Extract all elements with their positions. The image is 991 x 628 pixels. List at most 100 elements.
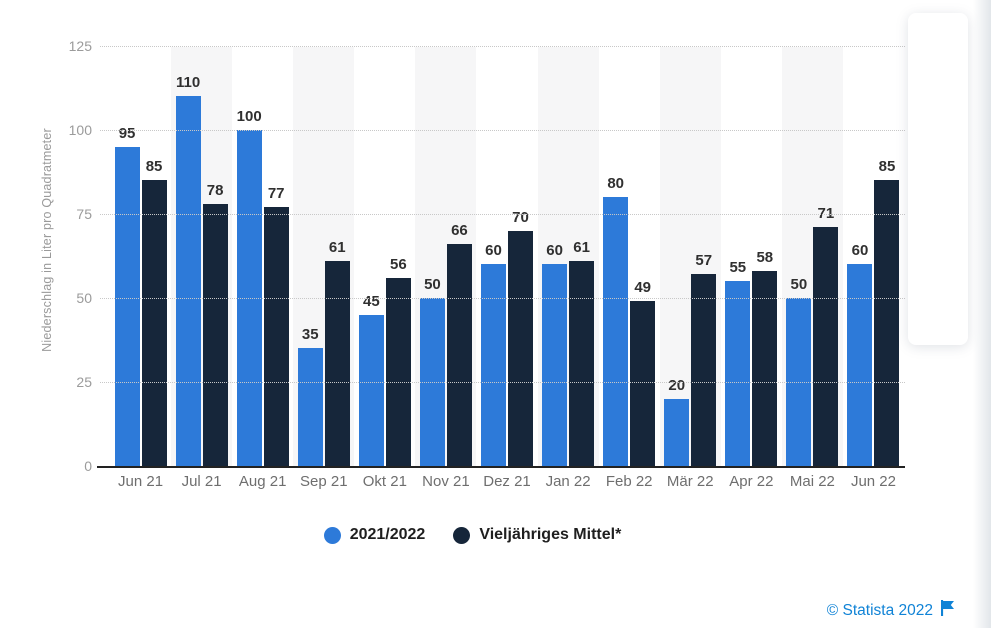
bar-wrap: 66: [446, 222, 472, 466]
bar-value-label: 61: [328, 239, 346, 257]
bar[interactable]: [202, 203, 228, 466]
bar-wrap: 35: [297, 326, 323, 466]
bar-wrap: 45: [358, 292, 384, 466]
bar[interactable]: [508, 230, 533, 466]
category-cell: 50 66: [415, 47, 477, 466]
bar-wrap: 85: [874, 158, 900, 466]
bar-wrap: 70: [508, 209, 533, 466]
category-cell: 100 77: [232, 47, 293, 466]
bar[interactable]: [358, 314, 384, 466]
bar-wrap: 58: [752, 249, 778, 466]
bar-wrap: 60: [847, 242, 873, 466]
bar-value-label: 85: [145, 158, 163, 176]
category-cell: 110 78: [171, 47, 233, 466]
bar[interactable]: [752, 271, 778, 466]
bar-group: 100 77: [232, 108, 293, 466]
bar-wrap: 56: [385, 256, 411, 466]
bar[interactable]: [385, 277, 411, 466]
bar[interactable]: [569, 261, 595, 466]
bar-value-label: 61: [573, 239, 590, 257]
category-cell: 60 70: [476, 47, 537, 466]
legend-dot-icon: [453, 526, 471, 544]
bar-wrap: 57: [691, 252, 717, 466]
bar-group: 110 78: [171, 74, 232, 466]
bar-wrap: 80: [603, 175, 629, 466]
bar[interactable]: [114, 146, 140, 466]
y-tick-label: 100: [68, 122, 92, 138]
bar[interactable]: [603, 197, 629, 466]
bar-wrap: 77: [263, 185, 289, 466]
bar[interactable]: [175, 96, 201, 466]
x-axis-label: Jan 22: [545, 473, 591, 490]
category-cell: 55 58: [721, 47, 782, 466]
category-cell: 95 85: [110, 47, 171, 466]
bar[interactable]: [725, 281, 751, 466]
legend-label: 2021/2022: [349, 526, 426, 543]
bar[interactable]: [297, 348, 323, 466]
bar[interactable]: [813, 227, 839, 466]
bar-group: 95 85: [110, 125, 171, 466]
gridline-100: [100, 130, 905, 131]
bar-group: 80 49: [599, 175, 660, 466]
x-axis-label: Jun 21: [118, 473, 164, 490]
bar-value-label: 35: [301, 326, 319, 344]
gridline-25: [100, 382, 905, 383]
bar-value-label: 60: [851, 242, 869, 260]
bar-wrap: 110: [175, 74, 201, 466]
bar-value-label: 77: [267, 185, 285, 203]
bar-group: 60 70: [476, 209, 537, 466]
category-cell: 35 61: [293, 47, 355, 466]
x-axis-label: Dez 21: [483, 473, 531, 490]
bar-group: 35 61: [293, 239, 354, 466]
statista-credit-link[interactable]: © Statista 2022: [827, 600, 955, 621]
bar-value-label: 95: [118, 124, 136, 142]
credit-text[interactable]: © Statista 2022: [826, 601, 933, 619]
bar-value-label: 49: [634, 279, 651, 297]
bar[interactable]: [691, 274, 717, 466]
bar[interactable]: [141, 180, 167, 466]
x-axis-label: Mai 22: [789, 473, 835, 490]
bar[interactable]: [664, 398, 690, 466]
bar-value-label: 85: [878, 158, 896, 176]
bar[interactable]: [324, 261, 350, 466]
legend-item[interactable]: Vieljähriges Mittel*: [453, 526, 621, 544]
category-cell: 60 61: [537, 47, 599, 466]
page-edge-strip: [973, 0, 991, 628]
flag-icon[interactable]: [940, 600, 955, 621]
x-axis-label: Nov 21: [422, 473, 470, 490]
category-cell: 50 71: [781, 47, 843, 466]
bar[interactable]: [630, 301, 656, 466]
bar-value-label: 57: [695, 252, 713, 270]
y-axis-title: Niederschlag in Liter pro Quadratmeter: [40, 128, 54, 352]
bar-wrap: 60: [481, 242, 506, 466]
bar-wrap: 50: [786, 276, 812, 466]
x-axis-label: Jun 22: [850, 473, 896, 490]
legend-item[interactable]: 2021/2022: [323, 526, 426, 544]
category-cell: 80 49: [599, 47, 660, 466]
bar-group: 60 61: [538, 239, 599, 466]
gridline-75: [100, 214, 905, 215]
bar-group: 50 66: [415, 222, 476, 466]
bar-value-label: 55: [729, 259, 747, 277]
bar-value-label: 60: [485, 242, 502, 260]
category-cell: 60 85: [843, 47, 904, 466]
bar[interactable]: [847, 264, 873, 466]
bar-wrap: 85: [141, 158, 167, 466]
x-axis-label: Jul 21: [181, 473, 222, 490]
gridline-125: [100, 46, 905, 47]
bar-wrap: 20: [664, 377, 690, 466]
bar-value-label: 45: [363, 292, 380, 310]
bar[interactable]: [481, 264, 506, 466]
bar[interactable]: [263, 207, 289, 466]
bar-group: 55 58: [721, 249, 782, 466]
y-tick-label: 75: [76, 206, 92, 222]
bar-group: 45 56: [354, 256, 415, 466]
plot-area: 95 85 110 78 100 77 35 61 45 56 50 66 60 70 60 61 80 49 20…: [69, 38, 905, 474]
bar[interactable]: [542, 264, 568, 466]
bar[interactable]: [446, 244, 472, 466]
x-axis-labels: Jun 21 Jul 21 Aug 21 Sep 21 Okt 21 Nov 21 Dez …: [110, 473, 904, 490]
bar[interactable]: [874, 180, 900, 466]
bar-value-label: 78: [206, 181, 224, 199]
bar-value-label: 80: [607, 175, 624, 193]
category-cell: 20 57: [659, 47, 721, 466]
